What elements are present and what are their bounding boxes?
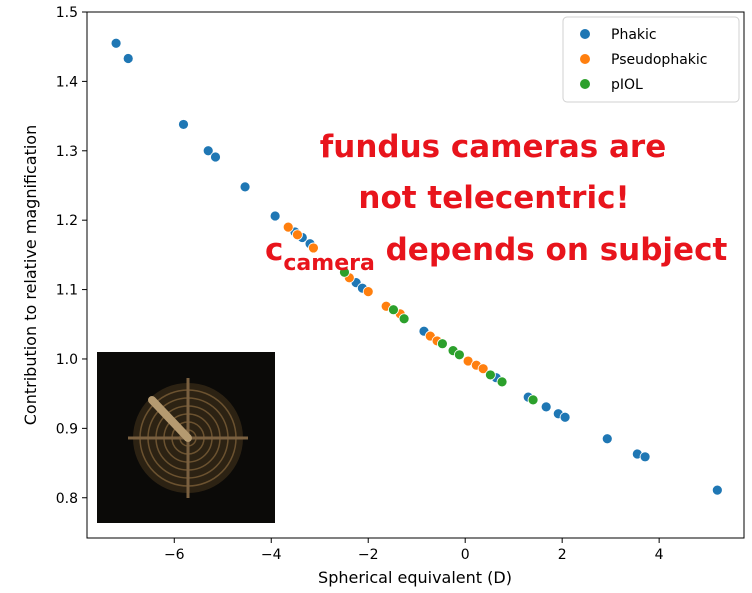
- annotation: ccamera depends on subject: [265, 232, 727, 276]
- point: [437, 338, 448, 350]
- y-tick-label: 1.5: [56, 5, 78, 21]
- point: [239, 181, 251, 193]
- x-tick-label: −4: [261, 547, 282, 563]
- point: [362, 286, 374, 298]
- point: [398, 313, 410, 325]
- x-tick-label: −6: [164, 547, 185, 563]
- x-tick-label: 0: [461, 547, 470, 563]
- point: [269, 210, 281, 222]
- legend-marker: [580, 29, 590, 39]
- point: [110, 37, 122, 49]
- y-axis-label: Contribution to relative magnification: [21, 125, 40, 425]
- legend-marker: [580, 54, 590, 64]
- point: [540, 401, 552, 413]
- point: [477, 363, 489, 375]
- y-tick-label: 1.2: [56, 213, 78, 229]
- y-tick-label: 1.1: [56, 283, 78, 299]
- point: [210, 151, 221, 163]
- y-tick-label: 0.8: [56, 491, 78, 507]
- point: [559, 411, 571, 423]
- annotation: not telecentric!: [358, 180, 629, 216]
- inset-image: [97, 352, 275, 523]
- point: [496, 376, 508, 388]
- point: [282, 221, 294, 233]
- x-tick-label: 4: [655, 547, 664, 563]
- point: [308, 242, 319, 254]
- annotation-part: c: [265, 232, 283, 268]
- y-tick-label: 0.9: [56, 421, 78, 437]
- point: [292, 229, 303, 241]
- annotation-subscript: camera: [283, 251, 374, 276]
- legend-marker: [580, 79, 590, 89]
- point: [485, 369, 496, 381]
- y-tick-label: 1.4: [56, 74, 78, 90]
- point: [388, 304, 399, 316]
- annotation: fundus cameras are: [320, 129, 666, 165]
- point: [601, 433, 613, 445]
- y-tick-label: 1.3: [56, 144, 78, 160]
- point: [453, 349, 465, 361]
- legend-label: Phakic: [611, 27, 657, 43]
- x-tick-label: −2: [358, 547, 379, 563]
- y-tick-label: 1.0: [56, 352, 78, 368]
- point: [711, 484, 723, 496]
- point: [527, 394, 539, 406]
- point: [639, 451, 651, 463]
- x-tick-label: 2: [558, 547, 567, 563]
- legend-box: [562, 16, 740, 103]
- x-axis-label: Spherical equivalent (D): [318, 568, 512, 587]
- point: [122, 53, 134, 64]
- annotation-part: depends on subject: [375, 232, 728, 268]
- point: [178, 119, 189, 130]
- legend-label: pIOL: [611, 77, 643, 93]
- point: [202, 145, 214, 157]
- legend-label: Pseudophakic: [611, 52, 707, 68]
- point: [339, 266, 350, 278]
